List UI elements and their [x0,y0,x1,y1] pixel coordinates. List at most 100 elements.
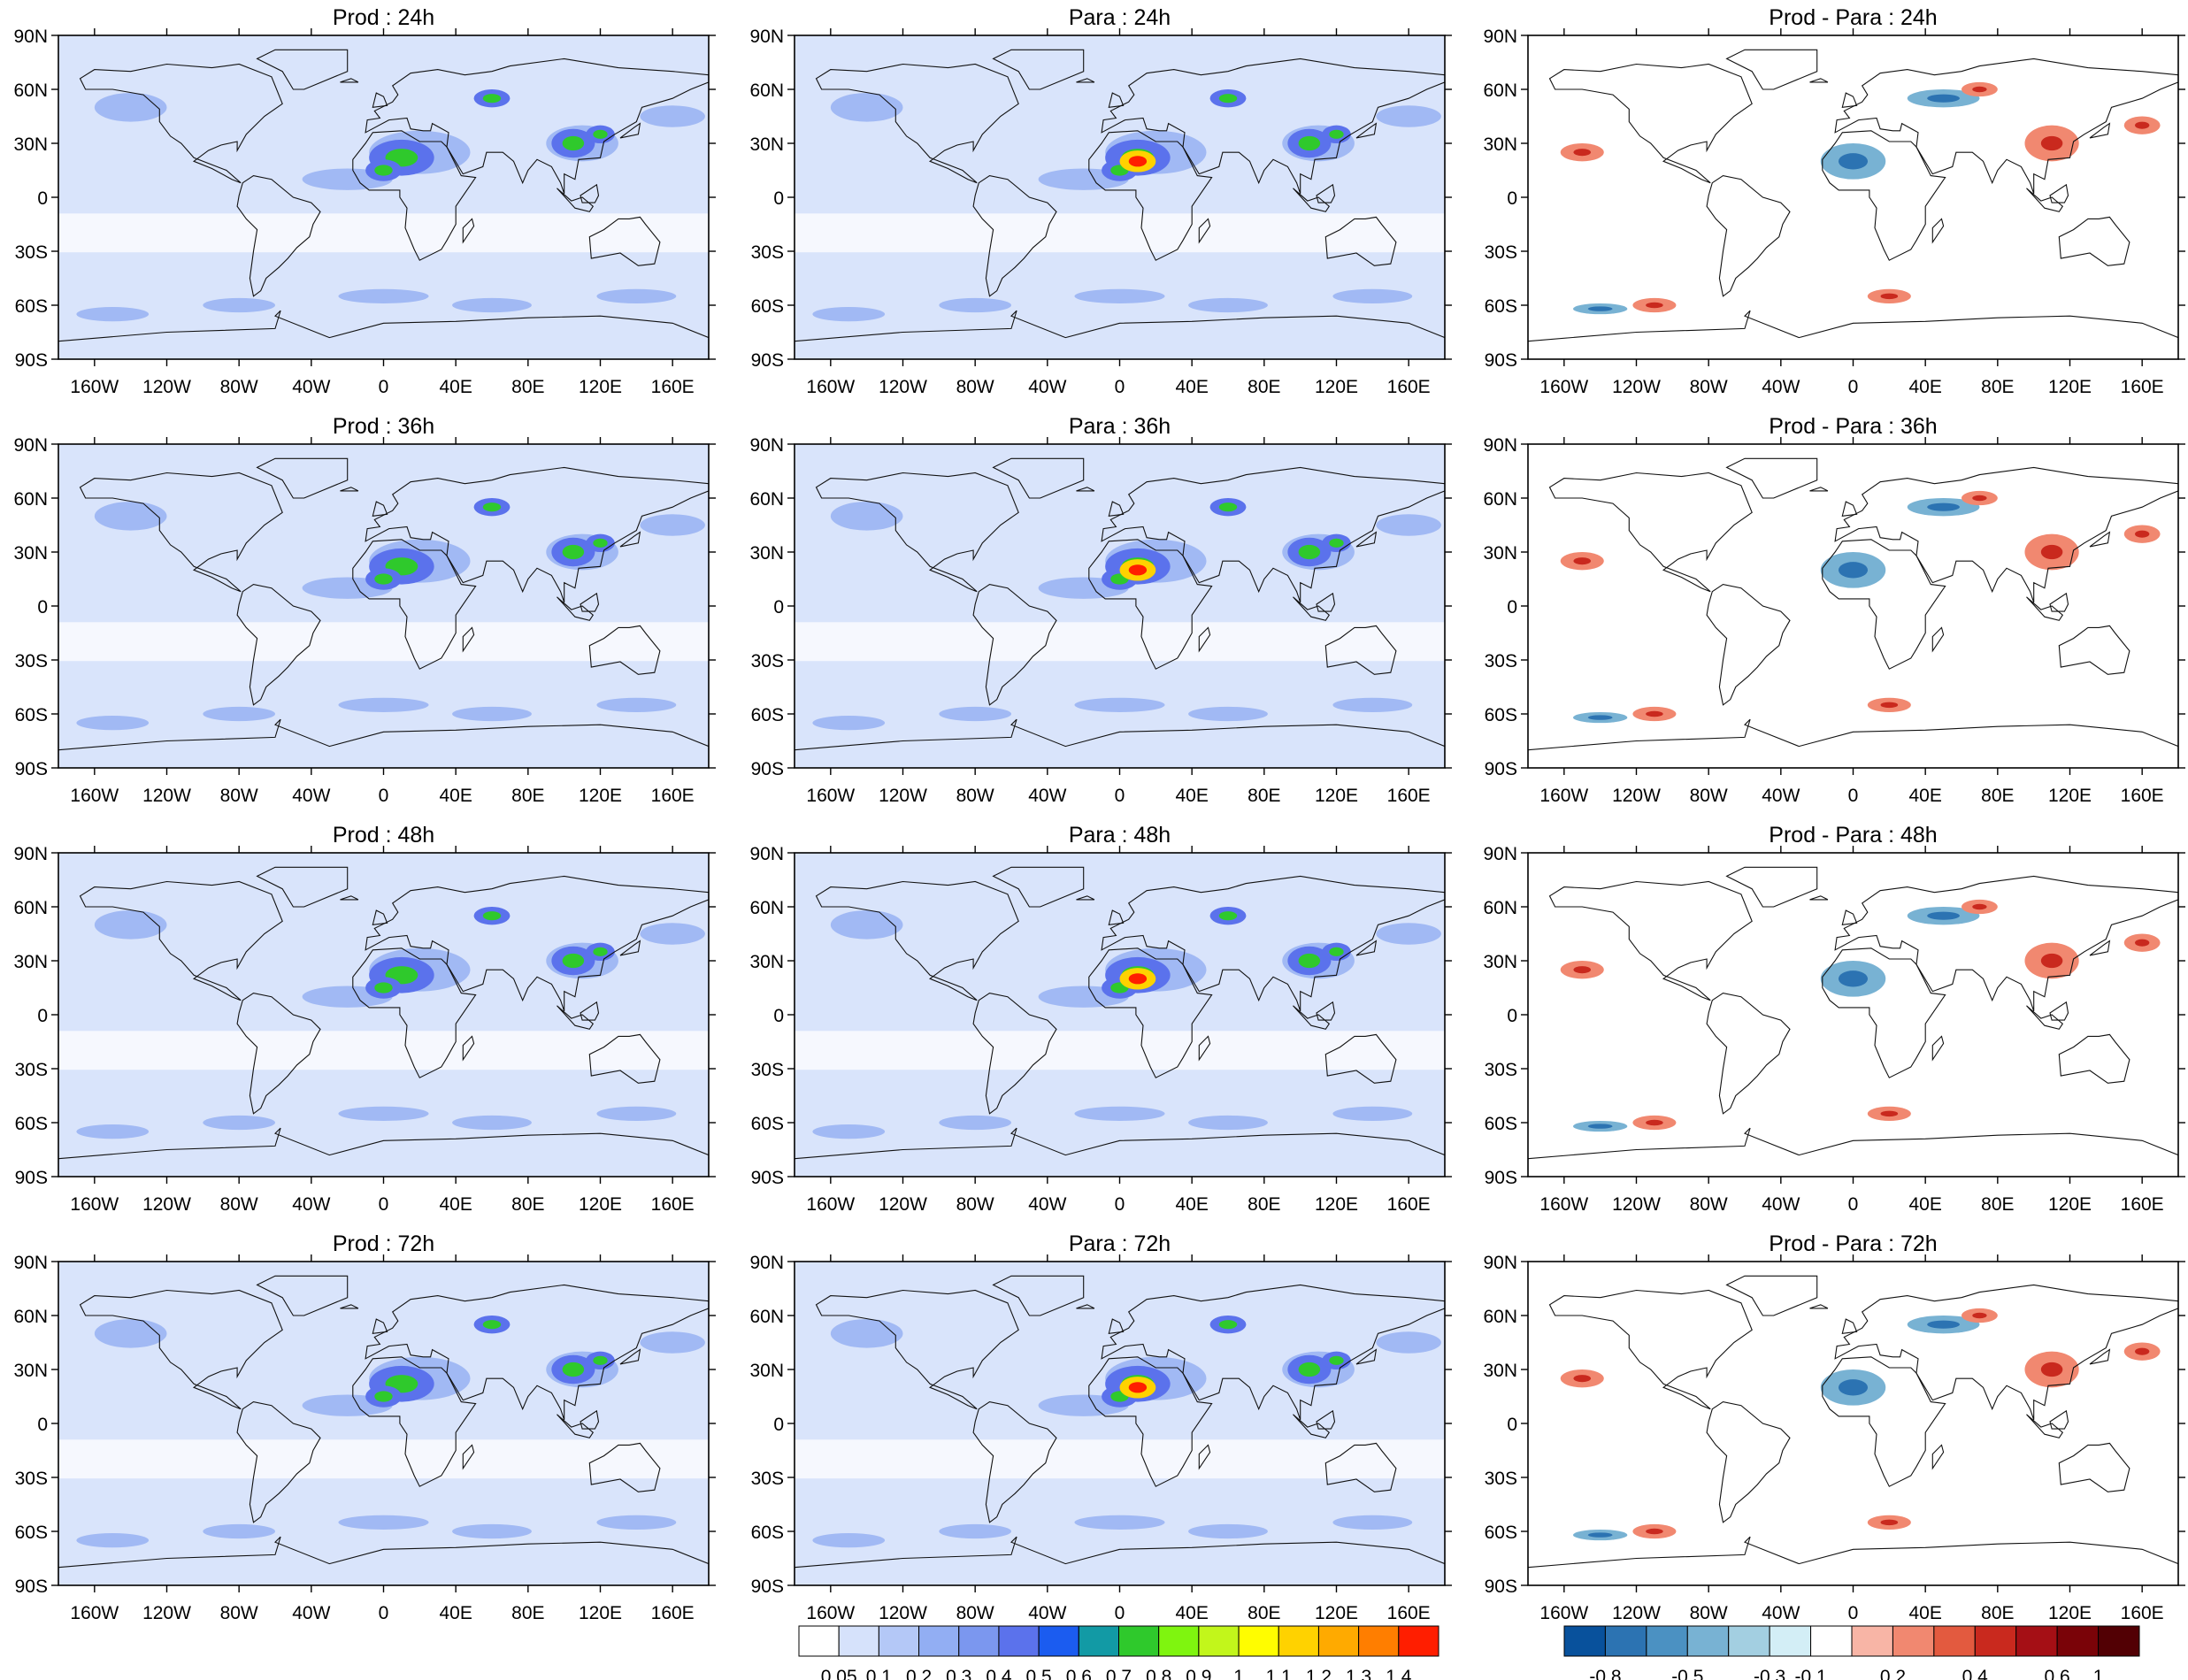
map-shading [58,866,709,1177]
coastline [2049,592,2069,612]
coastline [1725,457,1818,499]
lat-label: 60S [15,1114,48,1134]
lon-label: 40E [1175,1603,1208,1623]
difference-colorbar: -0.8 -0.5 -0.3 -0.1 0.2 0.4 0.6 1 [1563,1625,2140,1680]
lat-label: 30N [749,134,784,155]
negative-difference-core [1927,1320,1960,1329]
colorbar-swatch [2056,1625,2100,1657]
lon-label: 160E [1387,786,1431,806]
plume-medium [939,706,1011,722]
plume-medium [812,716,886,731]
coastline [588,625,661,675]
coastline [236,1401,321,1523]
coastline [557,1414,595,1438]
lat-label: 90S [15,1168,48,1188]
lon-label: 80E [1981,1194,2014,1215]
map-shading [1528,866,2178,1177]
lon-label: 40W [1762,1603,1800,1623]
coastline [1834,875,2178,1012]
negative-difference-core [1927,502,1960,511]
coastline [1822,947,1946,1078]
lat-label: 90N [13,27,48,47]
plume-medium [1074,1106,1165,1121]
lon-label: 40W [1028,1194,1066,1215]
lon-label: 160E [2121,1603,2164,1623]
lat-label: 90N [1483,27,1517,47]
coastline [1355,940,1378,956]
coastline [256,1275,349,1316]
coastline [365,466,709,603]
coastline [1076,895,1095,901]
map-background [795,853,1445,1177]
coastline [2089,940,2111,956]
colorbar-swatch [958,1625,1000,1657]
map-panel: Para : 72h 90N 60N 30N 0 30S 60S 90S 160W 120W 80W… [749,1231,1452,1623]
coastline [352,130,477,261]
colorbar-swatch [2015,1625,2058,1657]
plume-medium [1376,105,1441,127]
lat-label: 30S [751,1469,784,1489]
colorbar-swatch [1278,1625,1319,1657]
map-panel: Para : 36h 90N 60N 30N 0 30S 60S 90S 160W 120W 80W… [749,414,1452,806]
coastline [58,1127,709,1177]
coastline [1324,625,1397,675]
low-value-band [58,1439,709,1479]
positive-difference-core [1646,1119,1663,1126]
low-value-band [58,1031,709,1070]
lon-label: 80W [956,786,994,806]
plume-core [374,573,393,585]
coastline [1834,466,2178,603]
coastline [1198,626,1211,653]
colorbar-label: 0.5 [1026,1667,1052,1680]
lat-label: 30N [749,543,784,564]
coastline [1355,1348,1378,1365]
lat-label: 90N [1483,844,1517,864]
coastline [1101,466,1445,603]
lon-label: 160E [2121,1194,2164,1215]
map-shading [795,457,1445,768]
coastline [1822,539,1946,670]
lon-label: 0 [1848,786,1859,806]
lon-label: 80W [956,377,994,397]
negative-difference-core [1927,94,1960,103]
negative-difference-core [1587,715,1613,720]
lat-label: 30N [749,952,784,972]
colorbar-swatch [1198,1625,1240,1657]
lon-label: 120W [142,786,191,806]
lon-label: 40W [292,377,330,397]
lon-label: 120W [1612,1194,1661,1215]
lon-label: 0 [1848,377,1859,397]
plume-medium [452,706,532,722]
coastline [1548,880,1753,1001]
coastline [256,49,349,90]
lat-label: 90S [1485,1576,1517,1597]
coastline [1324,1033,1397,1084]
map-shading [58,49,709,359]
coastline [815,880,1019,1001]
colorbar-label: 0.05 [821,1667,857,1680]
plume-medium [830,502,903,531]
map-background [795,1262,1445,1585]
coastline [2049,1001,2069,1021]
lon-label: 80W [1690,786,1728,806]
lat-label: 90S [15,1576,48,1597]
coastline [1725,866,1818,908]
lat-label: 90N [749,1253,784,1273]
panel-title: Para : 72h [1069,1231,1171,1256]
lon-label: 160E [651,1194,695,1215]
lon-label: 120E [579,1603,622,1623]
lat-label: 30S [1485,651,1517,671]
colorbar-swatch [1563,1625,1606,1657]
lat-label: 90N [749,844,784,864]
plume-medium [338,697,429,712]
plume-medium [338,1515,429,1530]
map-panel: Prod : 48h 90N 60N 30N 0 30S 60S 90S 160W 120W 80W… [13,823,716,1215]
lon-label: 160E [2121,786,2164,806]
coastline [2026,1005,2064,1030]
lat-label: 0 [37,1415,48,1435]
coastline [2089,122,2111,139]
colorbar-label: 0.8 [1146,1667,1171,1680]
lon-label: 120W [1612,377,1661,397]
plume-core [1218,94,1238,104]
lat-label: 0 [1507,1006,1517,1026]
